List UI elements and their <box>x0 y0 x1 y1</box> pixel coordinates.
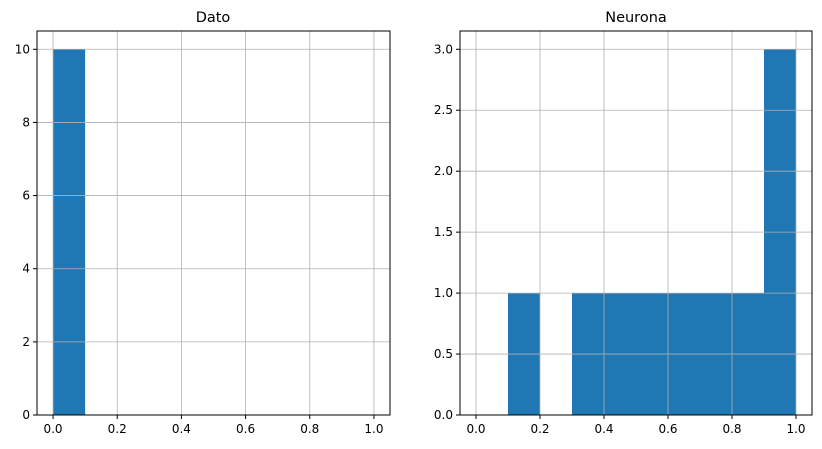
dato-ytick-label-5: 10 <box>15 42 30 56</box>
dato-xtick-label-3: 0.6 <box>236 422 255 436</box>
neurona-ytick-label-0: 0.0 <box>434 408 453 422</box>
neurona-axes-frame <box>459 30 813 416</box>
neurona-xtick-label-1: 0.2 <box>530 422 549 436</box>
neurona-ytick-label-2: 1.0 <box>434 286 453 300</box>
dato-axes <box>36 30 391 416</box>
dato-ytick-label-0: 0 <box>22 408 30 422</box>
dato-ticks: 0.0 0.2 0.4 0.6 0.8 1.0 0 2 4 6 8 10 <box>15 42 384 436</box>
neurona-ticks: 0.0 0.2 0.4 0.6 0.8 1.0 0.0 0.5 1.0 1.5 2.0 2.5 3.0 <box>434 42 806 436</box>
dato-chart-title: Dato <box>196 10 231 26</box>
dato-xtick-label-4: 0.8 <box>300 422 319 436</box>
neurona-ytick-label-3: 1.5 <box>434 225 453 239</box>
dato-ytick-label-3: 6 <box>22 189 30 203</box>
neurona-ytick-label-4: 2.0 <box>434 164 453 178</box>
dato-bar-0 <box>53 49 86 416</box>
dato-ytick-label-4: 8 <box>22 115 30 129</box>
neurona-ytick-label-5: 2.5 <box>434 103 453 117</box>
dato-bars <box>53 49 86 416</box>
neurona-ytick-label-6: 3.0 <box>434 42 453 56</box>
neurona-xtick-label-2: 0.4 <box>594 422 613 436</box>
dato-xtick-label-1: 0.2 <box>108 422 127 436</box>
dato-histogram-panel: Dato 0.0 0.2 0.4 0.6 0.8 1.0 0 2 4 6 8 10 <box>15 10 391 436</box>
neurona-xtick-label-3: 0.6 <box>658 422 677 436</box>
dato-ytick-label-1: 2 <box>22 335 30 349</box>
dato-axes-frame <box>36 30 391 416</box>
dato-xtick-label-2: 0.4 <box>172 422 191 436</box>
neurona-histogram-panel: Neurona 0.0 0.2 0.4 0.6 0.8 1.0 0.0 0.5 1.0 1.5 2.… <box>434 10 813 436</box>
neurona-grid <box>460 31 812 416</box>
neurona-xtick-label-5: 1.0 <box>786 422 805 436</box>
dato-xtick-label-0: 0.0 <box>43 422 62 436</box>
dato-xtick-label-5: 1.0 <box>364 422 383 436</box>
dato-ytick-label-2: 4 <box>22 262 30 276</box>
neurona-xtick-label-0: 0.0 <box>466 422 485 436</box>
neurona-chart-title: Neurona <box>605 10 667 26</box>
neurona-xtick-label-4: 0.8 <box>722 422 741 436</box>
neurona-axes <box>459 30 813 416</box>
neurona-ytick-label-1: 0.5 <box>434 347 453 361</box>
